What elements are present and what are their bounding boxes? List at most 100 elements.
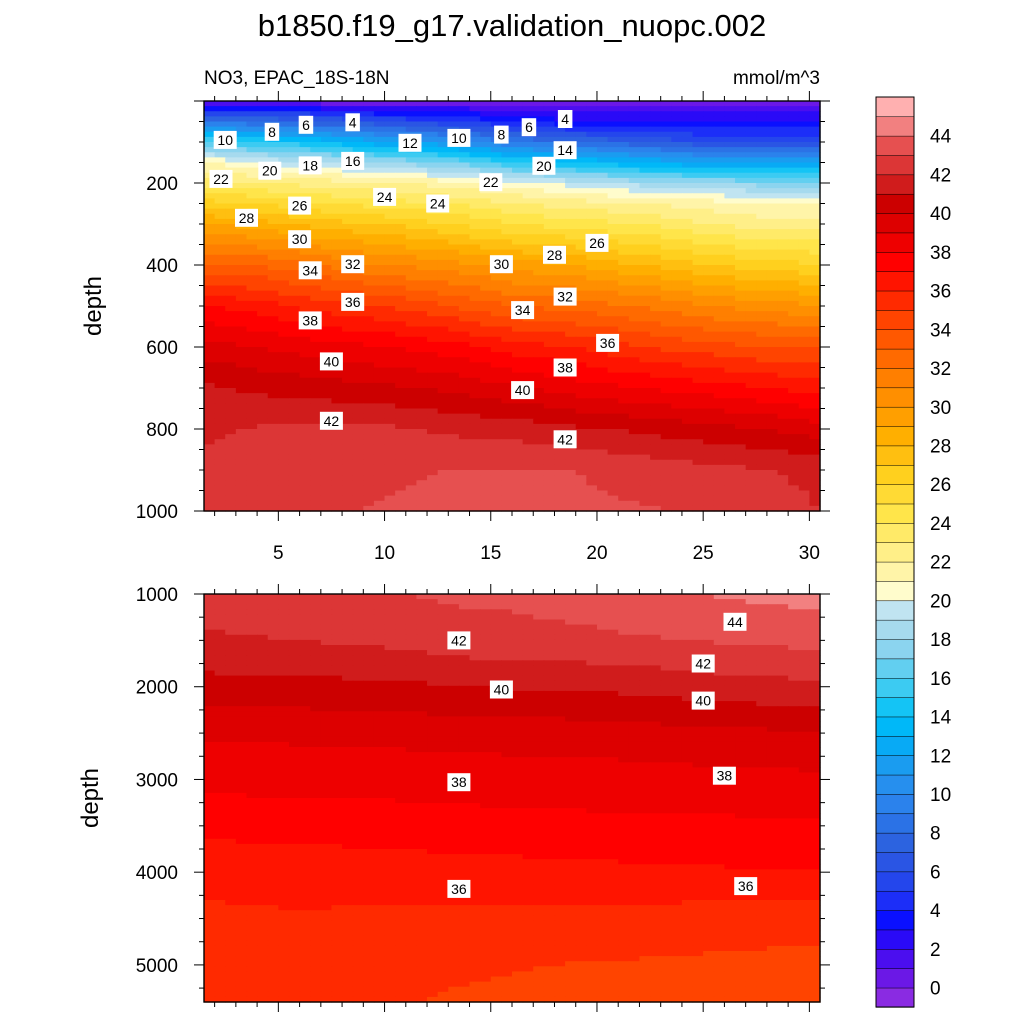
contour-cell	[267, 594, 279, 600]
contour-cell	[798, 367, 810, 374]
contour-cell	[278, 218, 290, 225]
contour-cell	[448, 434, 460, 440]
contour-cell	[480, 290, 492, 297]
contour-cell	[724, 444, 736, 451]
contour-cell	[480, 454, 492, 461]
contour-cell	[288, 254, 301, 261]
contour-cell	[756, 254, 768, 261]
contour-cell	[235, 101, 248, 107]
contour-cell	[225, 413, 237, 420]
contour-cell	[480, 249, 492, 256]
contour-cell	[660, 162, 672, 169]
contour-cell	[320, 388, 333, 394]
contour-cell	[342, 382, 354, 389]
contour-cell	[756, 434, 768, 440]
contour-cell	[575, 290, 587, 297]
contour-cell	[480, 475, 492, 481]
contour-cell	[798, 300, 810, 307]
contour-cell	[639, 229, 651, 235]
contour-label-box	[596, 333, 620, 352]
contour-cell	[352, 172, 364, 179]
contour-cell	[278, 183, 290, 189]
contour-cell	[384, 429, 396, 435]
contour-cell	[671, 111, 683, 117]
contour-cell	[267, 152, 279, 158]
contour-cell	[225, 295, 237, 302]
contour-cell	[352, 229, 364, 235]
contour-cell	[788, 326, 800, 333]
contour-cell	[788, 306, 800, 312]
contour-cell	[288, 126, 301, 133]
contour-cell	[533, 300, 545, 307]
contour-label-text: 26	[589, 235, 605, 251]
contour-cell	[427, 126, 439, 133]
contour-cell	[650, 280, 662, 287]
contour-cell	[257, 101, 269, 107]
contour-cell	[618, 193, 630, 199]
contour-cell	[618, 218, 630, 225]
contour-cell	[416, 464, 428, 471]
contour-cell	[671, 403, 683, 410]
contour-cell	[214, 444, 226, 451]
contour-cell	[724, 347, 736, 353]
contour-cell	[469, 505, 481, 512]
contour-cell	[660, 218, 672, 225]
contour-cell	[225, 162, 237, 169]
contour-cell	[596, 423, 609, 430]
contour-cell	[533, 475, 545, 481]
contour-cell	[257, 331, 269, 338]
contour-cell	[257, 259, 269, 266]
contour-cell	[798, 454, 810, 461]
contour-cell	[352, 101, 364, 107]
contour-cell	[512, 599, 524, 605]
contour-cell	[299, 475, 311, 481]
contour-cell	[267, 505, 279, 512]
contour-label-box	[479, 173, 503, 192]
contour-cell	[342, 388, 354, 394]
contour-cell	[671, 367, 683, 374]
contour-cell	[543, 464, 556, 471]
contour-cell	[501, 249, 513, 256]
contour-cell	[427, 480, 439, 486]
contour-cell	[735, 367, 747, 374]
contour-cell	[788, 275, 800, 281]
contour-cell	[225, 101, 237, 107]
contour-cell	[416, 167, 428, 174]
contour-cell	[756, 142, 768, 148]
contour-cell	[756, 218, 768, 225]
contour-label-box	[553, 287, 577, 306]
contour-cell	[288, 341, 301, 348]
contour-cell	[299, 418, 311, 425]
contour-cell	[650, 290, 662, 297]
contour-cell	[618, 126, 630, 133]
contour-cell	[373, 131, 386, 138]
contour-cell	[660, 275, 672, 281]
contour-cell	[543, 398, 556, 404]
contour-cell	[363, 249, 375, 256]
contour-cell	[586, 505, 598, 512]
contour-cell	[352, 418, 364, 425]
contour-cell	[416, 259, 428, 266]
contour-cell	[331, 239, 343, 246]
contour-cell	[214, 413, 226, 420]
contour-cell	[543, 367, 556, 374]
contour-cell	[692, 177, 704, 184]
contour-label: 28	[543, 245, 566, 264]
contour-cell	[554, 162, 566, 169]
contour-cell	[235, 259, 248, 266]
contour-cell	[607, 408, 619, 415]
contour-cell	[586, 116, 598, 123]
contour-cell	[543, 239, 556, 246]
contour-cell	[469, 193, 481, 199]
contour-cell	[756, 470, 768, 476]
contour-cell	[384, 398, 396, 404]
contour-cell	[575, 152, 587, 158]
contour-cell	[427, 336, 439, 343]
contour-cell	[628, 311, 641, 317]
contour-cell	[458, 475, 471, 481]
contour-cell	[554, 413, 566, 420]
contour-cell	[427, 408, 439, 415]
contour-cell	[809, 265, 821, 271]
contour-cell	[554, 388, 566, 394]
contour-cell	[405, 265, 418, 271]
